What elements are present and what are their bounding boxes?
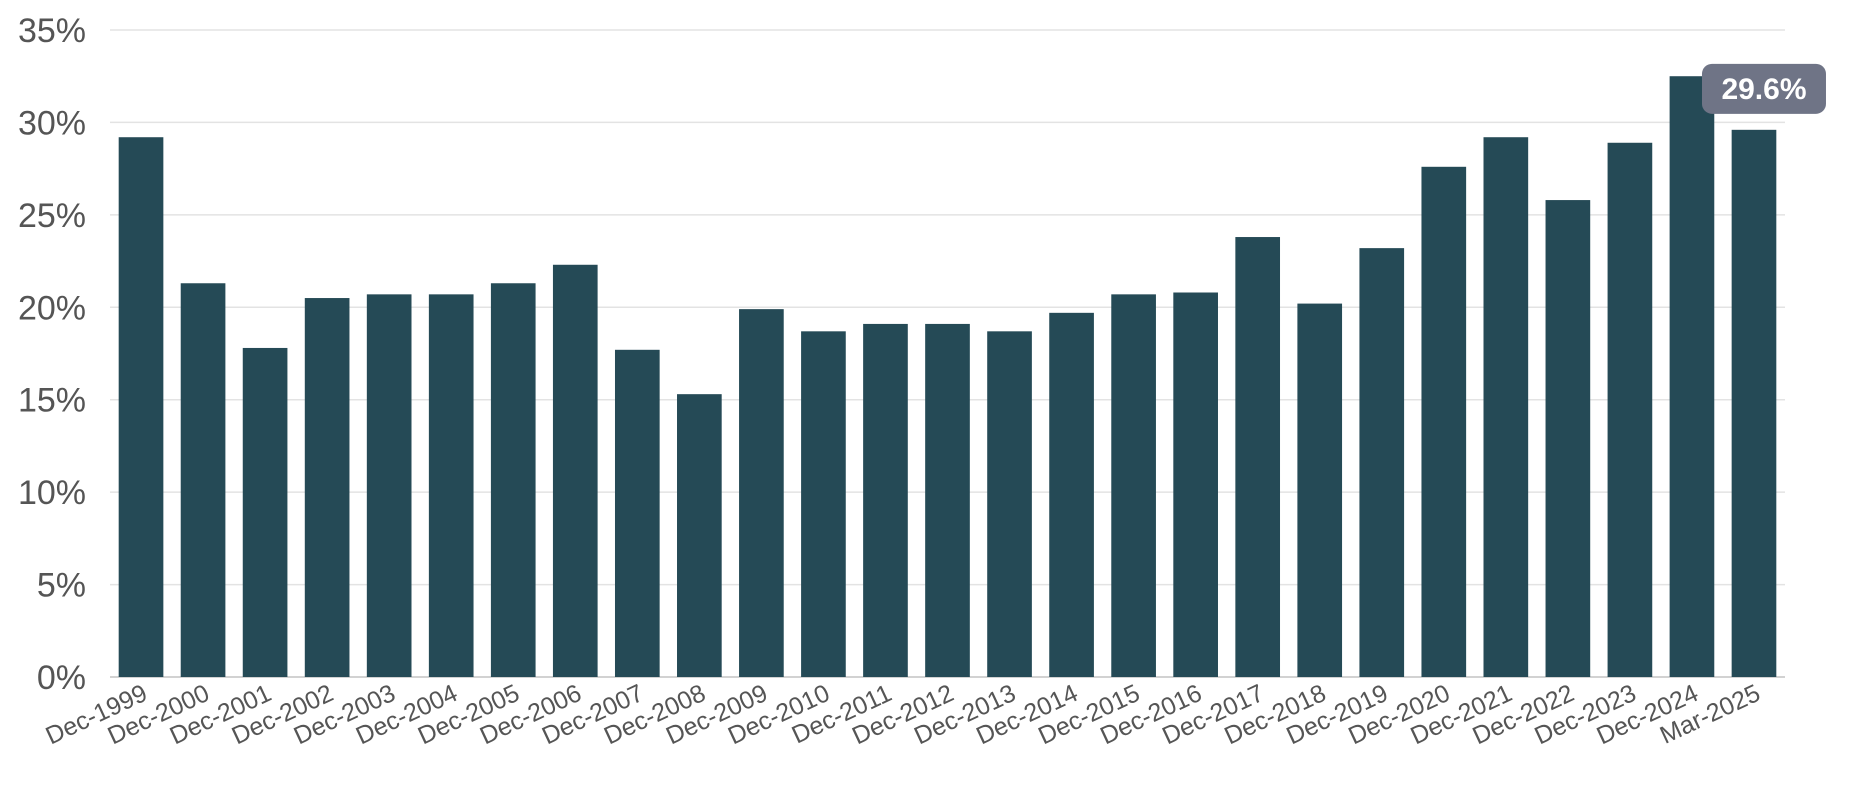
bar — [1173, 292, 1218, 677]
bar — [1731, 129, 1777, 677]
y-axis-ticks: 0% 5% 10% 15% 20% 25% 30% 35% — [18, 12, 86, 697]
y-tick-label: 10% — [18, 474, 86, 512]
bar — [1111, 294, 1156, 677]
bar — [366, 294, 412, 677]
bar — [863, 323, 908, 677]
y-tick-label: 20% — [18, 289, 86, 327]
bar — [428, 294, 474, 677]
bar — [1297, 303, 1343, 677]
y-tick-label: 5% — [37, 567, 86, 605]
bar — [614, 349, 660, 677]
value-callout: 29.6% — [1701, 63, 1826, 114]
y-tick-label: 30% — [18, 104, 86, 142]
y-tick-label: 25% — [18, 197, 86, 235]
bar — [1607, 142, 1653, 677]
bar — [925, 323, 970, 677]
x-axis-ticks: Dec-1999Dec-2000Dec-2001Dec-2002Dec-2003… — [41, 679, 1764, 750]
bar — [1421, 166, 1467, 677]
bar — [304, 298, 350, 677]
bar — [739, 309, 784, 677]
bar — [1049, 312, 1094, 677]
bar — [118, 137, 164, 677]
bar — [801, 331, 846, 677]
y-tick-label: 35% — [18, 12, 86, 50]
y-tick-label: 0% — [37, 659, 86, 697]
bar — [1235, 237, 1281, 678]
bar — [242, 347, 288, 677]
bar — [1359, 248, 1405, 678]
bar — [552, 264, 598, 677]
bar — [677, 394, 722, 677]
bar — [1669, 76, 1715, 677]
bar — [180, 283, 226, 677]
y-tick-label: 15% — [18, 382, 86, 420]
bar — [1483, 137, 1529, 677]
callout-label: 29.6% — [1721, 73, 1806, 106]
bars — [118, 76, 1777, 678]
bar — [987, 331, 1032, 677]
callout-badge — [1701, 63, 1826, 114]
bar — [490, 283, 536, 677]
bar — [1545, 200, 1591, 677]
